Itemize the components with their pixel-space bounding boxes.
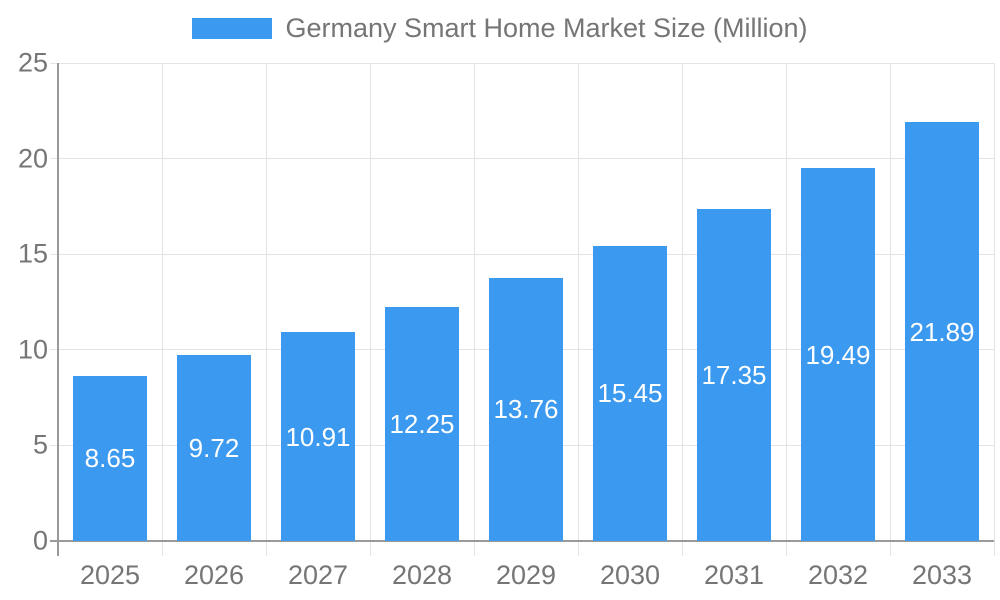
bar-value-label: 17.35 [701, 360, 767, 391]
bar[interactable]: 8.65 [72, 375, 148, 541]
x-gridline [369, 63, 371, 556]
bar-value-label: 12.25 [389, 408, 455, 439]
y-axis-line [57, 63, 59, 556]
y-axis-tick-label: 20 [17, 143, 48, 174]
x-gridline [889, 63, 891, 556]
x-axis-tick-label: 2026 [183, 560, 245, 590]
y-axis-tick-label: 10 [17, 334, 48, 365]
legend[interactable]: Germany Smart Home Market Size (Million) [0, 15, 1000, 42]
bar[interactable]: 9.72 [176, 355, 252, 541]
bar[interactable]: 19.49 [800, 168, 876, 541]
y-axis-tick-label: 0 [32, 525, 48, 556]
x-axis-tick-label: 2031 [703, 560, 765, 590]
bar[interactable]: 15.45 [592, 245, 668, 541]
x-axis-tick-label: 2025 [79, 560, 141, 590]
x-gridline [161, 63, 163, 556]
x-gridline [265, 63, 267, 556]
y-gridline [50, 253, 994, 255]
y-gridline [50, 158, 994, 160]
x-gridline [993, 63, 995, 556]
x-gridline [577, 63, 579, 556]
y-axis-tick-label: 15 [17, 238, 48, 269]
bar[interactable]: 21.89 [904, 122, 980, 541]
x-axis-line [50, 540, 994, 542]
bar-value-label: 15.45 [597, 378, 663, 409]
x-gridline [785, 63, 787, 556]
y-gridline [50, 62, 994, 64]
bar-value-label: 8.65 [84, 443, 136, 474]
bar[interactable]: 12.25 [384, 306, 460, 541]
bar-value-label: 19.49 [805, 339, 871, 370]
x-axis-tick-label: 2028 [391, 560, 453, 590]
bar-value-label: 13.76 [493, 394, 559, 425]
x-gridline [681, 63, 683, 556]
bar[interactable]: 13.76 [488, 277, 564, 541]
bar[interactable]: 10.91 [280, 332, 356, 541]
bar[interactable]: 17.35 [696, 209, 772, 541]
x-axis-tick-label: 2030 [599, 560, 661, 590]
x-axis-tick-label: 2033 [911, 560, 973, 590]
y-axis-tick-label: 5 [32, 429, 48, 460]
y-axis-tick-label: 25 [17, 47, 48, 78]
x-axis-tick-label: 2027 [287, 560, 349, 590]
x-axis-tick-label: 2029 [495, 560, 557, 590]
x-axis-tick-label: 2032 [807, 560, 869, 590]
legend-label: Germany Smart Home Market Size (Million) [285, 13, 808, 43]
bar-value-label: 21.89 [909, 316, 975, 347]
bar-value-label: 10.91 [285, 421, 351, 452]
legend-swatch [192, 18, 273, 39]
x-gridline [473, 63, 475, 556]
bar-value-label: 9.72 [188, 433, 240, 464]
